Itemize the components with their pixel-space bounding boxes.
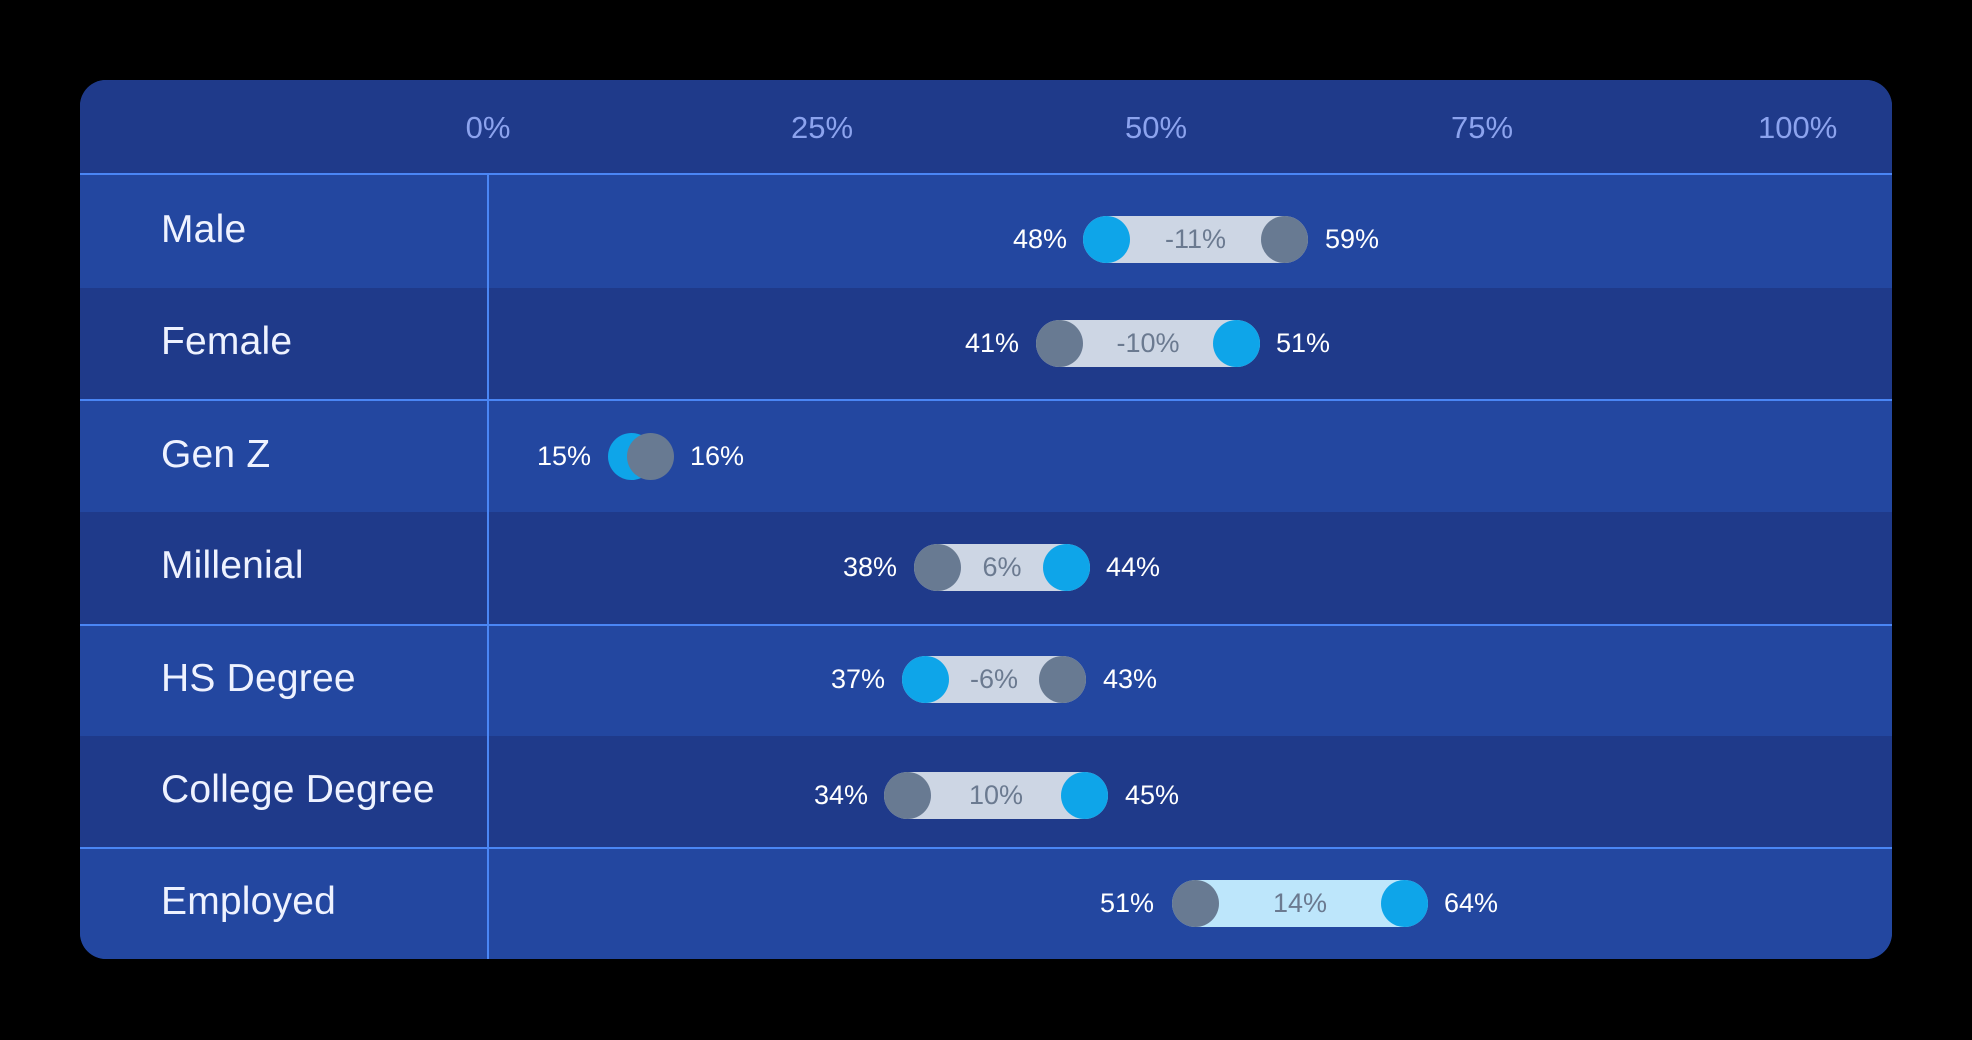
category-label: Millenial (161, 544, 304, 588)
category-label: College Degree (161, 767, 435, 811)
left-value-label: 37% (830, 664, 885, 694)
left-value-label: 51% (1099, 888, 1154, 918)
right-value-label: 64% (1444, 888, 1499, 918)
tick-0: 0% (465, 110, 511, 145)
range-bar: -10% (1036, 320, 1260, 367)
chart-row-female: Female 41% -10% 51% (80, 288, 1892, 401)
gray-marker-dot (1261, 216, 1308, 263)
left-value-label: 38% (842, 552, 897, 582)
gray-marker-dot (1039, 656, 1086, 703)
category-label: Female (161, 319, 293, 363)
category-label: Male (161, 207, 247, 251)
gray-marker-dot (884, 772, 931, 819)
chart-row-college-degree: College Degree 34% 10% 45% (80, 736, 1892, 849)
difference-label: -11% (1164, 224, 1227, 254)
blue-marker-dot (1381, 880, 1428, 927)
blue-marker-dot (1043, 544, 1090, 591)
tick-50: 50% (1124, 110, 1188, 145)
range-bar: 10% (884, 772, 1108, 819)
category-label: Employed (161, 880, 337, 924)
left-value-label: 41% (964, 328, 1019, 358)
right-value-label: 51% (1276, 328, 1331, 358)
range-bar: -11% (1083, 216, 1308, 263)
difference-label: 10% (968, 780, 1024, 810)
right-value-label: 43% (1103, 664, 1158, 694)
range-bar-highlighted: 14% (1172, 880, 1428, 927)
right-value-label: 45% (1125, 780, 1180, 810)
blue-marker-dot (902, 656, 949, 703)
tick-25: 25% (790, 110, 854, 145)
left-value-label: 15% (536, 441, 591, 471)
range-bar: 6% (914, 544, 1090, 591)
left-value-label: 34% (813, 780, 868, 810)
tick-75: 75% (1450, 110, 1514, 145)
category-label: Gen Z (161, 432, 271, 476)
blue-marker-dot (1213, 320, 1260, 367)
chart-row-hs-degree: HS Degree 37% -6% 43% (80, 626, 1892, 736)
difference-label: -6% (969, 664, 1018, 694)
difference-label: -10% (1116, 328, 1180, 358)
right-value-label: 44% (1106, 552, 1161, 582)
tick-100: 100% (1758, 110, 1838, 145)
difference-label: 14% (1272, 888, 1328, 918)
blue-marker-dot (1061, 772, 1108, 819)
gray-marker-dot (1172, 880, 1219, 927)
axis-header: 0% 25% 50% 75% 100% (80, 80, 1892, 175)
blue-marker-dot (1083, 216, 1130, 263)
right-value-label: 59% (1325, 224, 1380, 254)
gray-marker-dot (1036, 320, 1083, 367)
chart-row-millenial: Millenial 38% 6% 44% (80, 512, 1892, 626)
chart-row-male: Male 48% -11% 59% (80, 175, 1892, 288)
category-label: HS Degree (161, 657, 356, 701)
gray-marker-dot (914, 544, 961, 591)
chart-row-gen-z: Gen Z 15% 16% (80, 401, 1892, 512)
range-bar: -6% (902, 656, 1086, 703)
dumbbell-chart-card: 0% 25% 50% 75% 100% Male 48% -11% 59% Fe… (80, 80, 1892, 959)
chart-row-employed: Employed 51% 14% 64% (80, 849, 1892, 959)
difference-label: 6% (982, 552, 1022, 582)
gray-marker-dot (627, 433, 674, 480)
zero-axis-line (487, 175, 489, 959)
left-value-label: 48% (1012, 224, 1067, 254)
right-value-label: 16% (690, 441, 745, 471)
